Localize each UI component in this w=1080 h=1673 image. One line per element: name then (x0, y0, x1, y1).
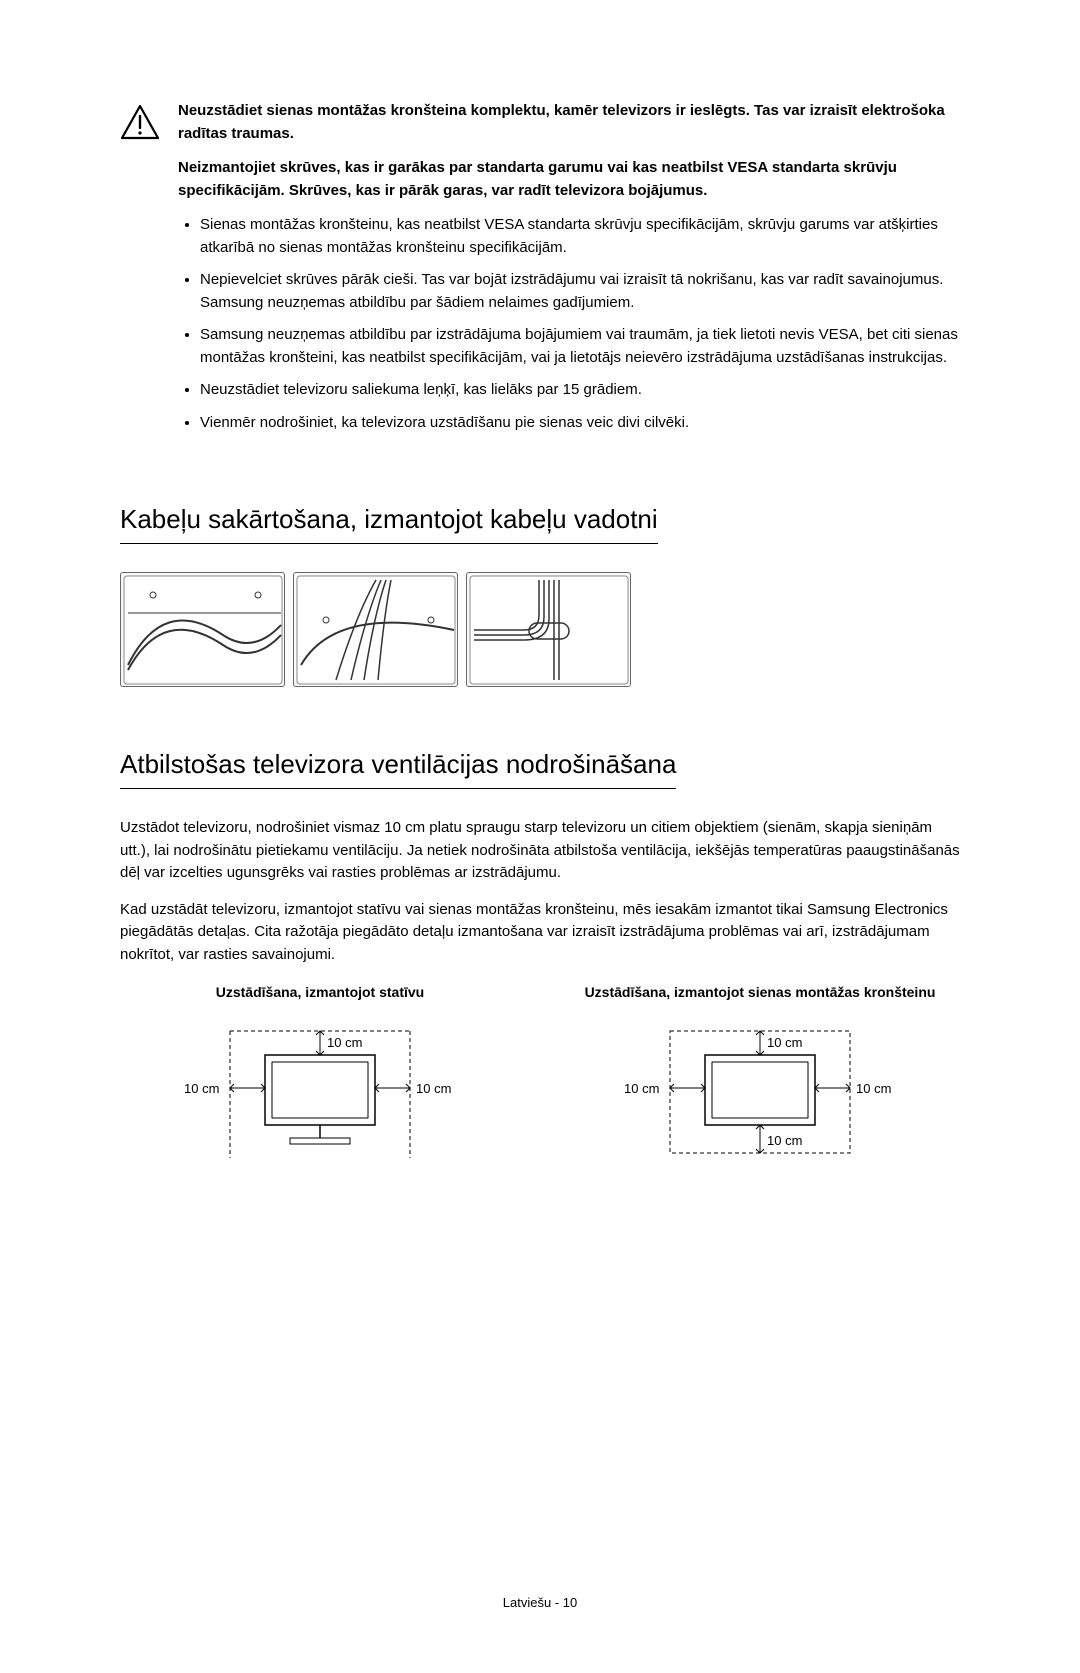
section-1-title: Kabeļu sakārtošana, izmantojot kabeļu va… (120, 500, 658, 544)
list-item: Samsung neuzņemas atbildību par izstrādā… (200, 324, 960, 369)
cable-image-2 (293, 572, 458, 687)
vent-col-stand: Uzstādīšana, izmantojot statīvu 10 cm (120, 982, 520, 1173)
cable-image-1 (120, 572, 285, 687)
label-top: 10 cm (327, 1035, 362, 1050)
vent-col-wall: Uzstādīšana, izmantojot sienas montāžas … (560, 982, 960, 1173)
warning-content: Neuzstādiet sienas montāžas kronšteina k… (178, 100, 960, 444)
section-2-para-2: Kad uzstādāt televizoru, izmantojot stat… (120, 899, 960, 967)
label-bottom: 10 cm (767, 1133, 802, 1148)
section-1: Kabeļu sakārtošana, izmantojot kabeļu va… (120, 472, 960, 558)
section-2: Atbilstošas televizora ventilācijas nodr… (120, 717, 960, 803)
label-right: 10 cm (416, 1081, 451, 1096)
wall-diagram: 10 cm 10 cm 10 cm 10 cm (560, 1013, 960, 1173)
warning-block: Neuzstādiet sienas montāžas kronšteina k… (120, 100, 960, 444)
list-item: Nepievelciet skrūves pārāk cieši. Tas va… (200, 269, 960, 314)
warning-icon (120, 104, 160, 444)
label-top: 10 cm (767, 1035, 802, 1050)
vent-col-stand-title: Uzstādīšana, izmantojot statīvu (120, 982, 520, 1003)
section-2-title: Atbilstošas televizora ventilācijas nodr… (120, 745, 676, 789)
ventilation-diagrams: Uzstādīšana, izmantojot statīvu 10 cm (120, 982, 960, 1173)
list-item: Neuzstādiet televizoru saliekuma leņķī, … (200, 379, 960, 402)
cable-image-3 (466, 572, 631, 687)
warning-para-1: Neuzstādiet sienas montāžas kronšteina k… (178, 100, 960, 145)
warning-bullet-list: Sienas montāžas kronšteinu, kas neatbils… (178, 214, 960, 434)
list-item: Vienmēr nodrošiniet, ka televizora uzstā… (200, 412, 960, 435)
stand-diagram: 10 cm 10 cm 10 cm (120, 1013, 520, 1173)
warning-para-2: Neizmantojiet skrūves, kas ir garākas pa… (178, 157, 960, 202)
list-item: Sienas montāžas kronšteinu, kas neatbils… (200, 214, 960, 259)
vent-col-wall-title: Uzstādīšana, izmantojot sienas montāžas … (560, 982, 960, 1003)
label-left: 10 cm (184, 1081, 219, 1096)
cable-guide-images (120, 572, 960, 687)
label-right: 10 cm (856, 1081, 891, 1096)
section-2-para-1: Uzstādot televizoru, nodrošiniet vismaz … (120, 817, 960, 885)
label-left: 10 cm (624, 1081, 659, 1096)
page-footer: Latviešu - 10 (120, 1593, 960, 1613)
